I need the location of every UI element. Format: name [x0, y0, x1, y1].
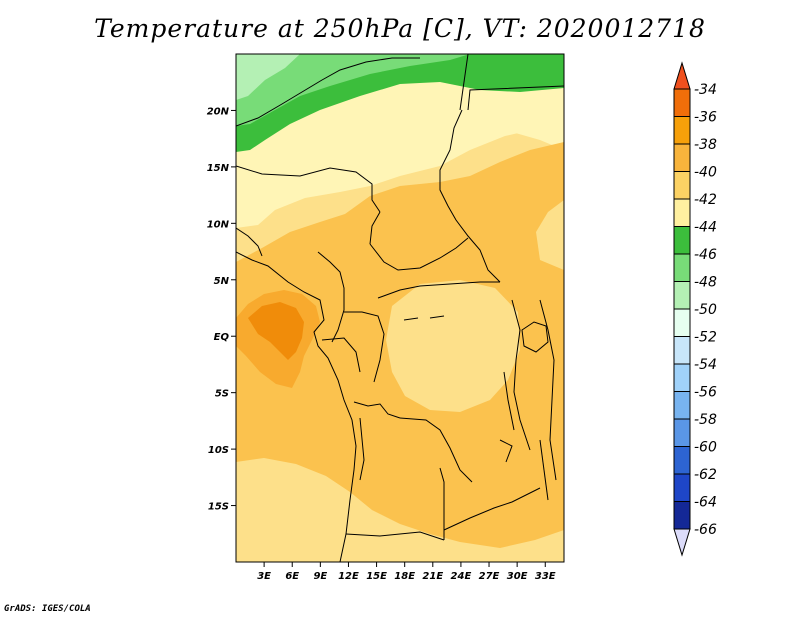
colorbar-label: -62 — [694, 467, 717, 483]
coastline-west — [236, 251, 357, 562]
colorbar-swatch — [673, 363, 691, 392]
lon-tick-label: 9E — [313, 571, 327, 582]
colorbar-label: -40 — [694, 165, 717, 181]
band-50-48-north — [236, 54, 300, 100]
colorbar-label: -44 — [694, 220, 717, 236]
colorbar-swatch — [673, 308, 691, 337]
colorbar-label: -50 — [694, 302, 717, 318]
colorbar-label: -52 — [694, 330, 717, 346]
lon-tick-label: 3E — [257, 571, 271, 582]
colorbar-swatch — [673, 198, 691, 227]
colorbar-top-arrow — [673, 61, 691, 90]
band-42-40-south — [236, 458, 564, 562]
lat-tick-label: 10S — [208, 445, 229, 456]
chad-east-border — [439, 109, 501, 283]
lon-tick-label: 33E — [535, 571, 556, 582]
colorbar: -34 -36 -38 -40 -42 -44 -46 -48 -50 -52 -54 -56 -58 -… — [673, 61, 717, 557]
longitude-axis: 3E 6E 9E 12E 15E 18E 21E 24E 27E 30E 33E — [257, 562, 556, 582]
east-border — [539, 299, 557, 481]
drc-west-border — [353, 401, 401, 419]
north-border-line — [236, 57, 420, 127]
chad-west-border — [369, 211, 381, 245]
map-title: Temperature at 250hPa [C], VT: 202001271… — [94, 14, 706, 43]
colorbar-swatch — [673, 171, 691, 200]
drc-south-border — [399, 417, 473, 483]
country-borders — [236, 54, 564, 562]
colorbar-swatch — [673, 281, 691, 310]
lat-tick-label: EQ — [214, 332, 230, 343]
colorbar-label: -38 — [694, 137, 717, 153]
colorbar-label: -46 — [694, 247, 717, 263]
lon-tick-label: 30E — [507, 571, 528, 582]
colorbar-swatch — [673, 501, 691, 530]
colorbar-label: -36 — [694, 110, 717, 126]
colorbar-label: -54 — [694, 357, 717, 373]
car-north-border — [369, 237, 469, 271]
temperature-field — [236, 54, 564, 562]
congo-west-border — [344, 311, 385, 383]
angola-border — [359, 417, 365, 481]
lon-tick-label: 18E — [394, 571, 415, 582]
namibia-border — [345, 531, 445, 541]
lon-tick-label: 21E — [422, 571, 443, 582]
colorbar-swatch — [673, 253, 691, 282]
zambia-border — [443, 487, 541, 531]
colorbar-label: -60 — [694, 440, 717, 456]
colorbar-label: -56 — [694, 385, 717, 401]
lat-tick-label: 5N — [214, 276, 230, 287]
colorbar-swatch — [673, 143, 691, 172]
band-36-34-gulf-core — [248, 302, 304, 360]
lat-tick-label: 20N — [207, 106, 230, 117]
colorbar-swatch — [673, 336, 691, 365]
lake-tanganyika — [503, 371, 515, 431]
sudan-west-border — [459, 54, 469, 111]
lon-tick-label: 24E — [451, 571, 472, 582]
colorbar-label: -66 — [694, 522, 717, 538]
inner-border-2 — [499, 439, 513, 463]
colorbar-swatch — [673, 446, 691, 475]
lake-victoria — [521, 321, 549, 353]
colorbar-swatch — [673, 391, 691, 420]
niger-border-line — [236, 165, 381, 213]
colorbar-swatch — [673, 226, 691, 255]
gabon-border — [321, 337, 361, 373]
cameroon-border — [317, 251, 345, 343]
colorbar-label: -64 — [694, 495, 717, 511]
band-42-40-east-strip — [536, 200, 564, 270]
colorbar-label: -42 — [694, 192, 717, 208]
lake-malawi — [539, 439, 549, 501]
lon-tick-label: 12E — [338, 571, 359, 582]
lon-tick-label: 6E — [285, 571, 299, 582]
colorbar-swatch — [673, 88, 691, 117]
libya-egypt-border — [467, 85, 564, 111]
lat-tick-label: 15N — [207, 163, 230, 174]
lon-tick-label: 27E — [479, 571, 500, 582]
lon-tick-label: 15E — [366, 571, 387, 582]
colorbar-label: -48 — [694, 275, 717, 291]
colorbar-swatch — [673, 418, 691, 447]
car-south-border — [377, 281, 500, 299]
latitude-axis: 20N 15N 10N 5N EQ 5S 10S 15S — [207, 106, 236, 513]
band-44-42-eastcorner — [470, 88, 564, 150]
coastline-gulf-north — [236, 227, 263, 257]
colorbar-swatch — [673, 473, 691, 502]
band-48-46-north — [236, 54, 470, 126]
band-42-40-congo-pocket — [386, 280, 520, 412]
colorbar-swatch — [673, 116, 691, 145]
colorbar-label: -34 — [694, 82, 717, 98]
lat-tick-label: 5S — [215, 389, 229, 400]
lat-tick-label: 15S — [208, 502, 229, 513]
lat-tick-label: 10N — [207, 219, 230, 230]
map-frame — [235, 53, 565, 563]
colorbar-label: -58 — [694, 412, 717, 428]
grads-credit: GrADS: IGES/COLA — [4, 604, 91, 614]
colorbar-bottom-arrow — [673, 528, 691, 557]
inner-border-1 — [403, 315, 445, 321]
great-lakes-border — [511, 299, 531, 451]
angola-zambia-border — [439, 467, 445, 540]
